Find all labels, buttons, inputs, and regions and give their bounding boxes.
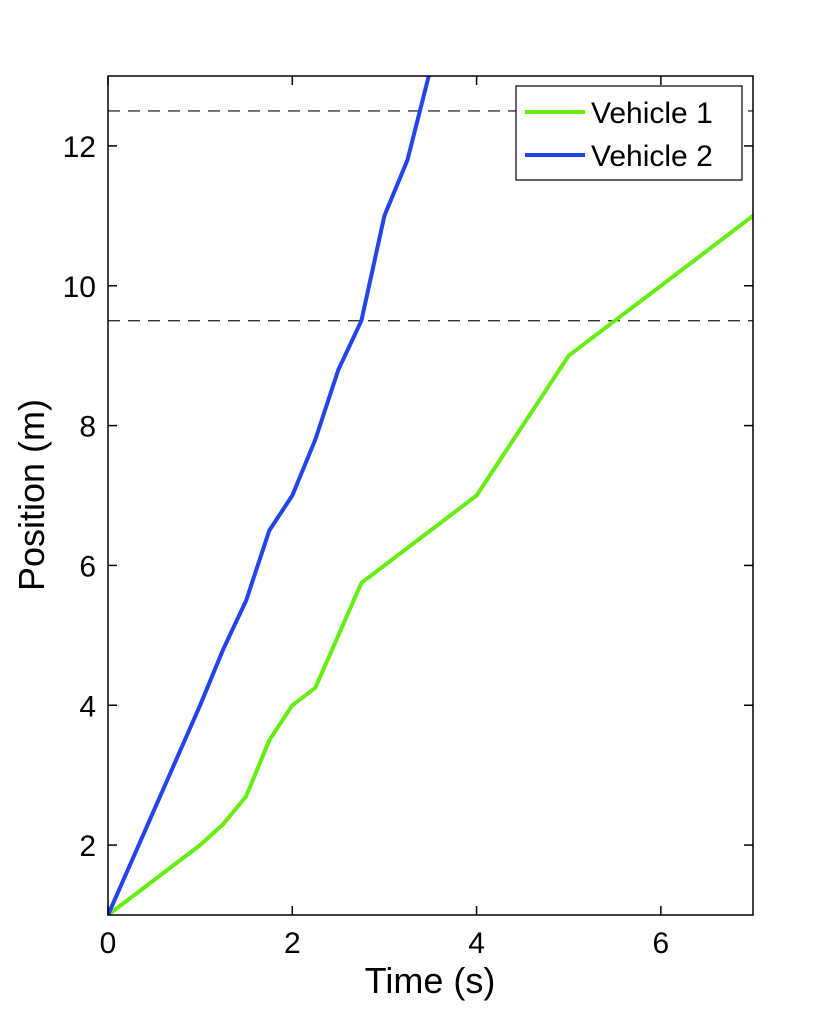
y-axis-label: Position (m) <box>11 399 52 591</box>
legend-box <box>515 85 743 181</box>
legend: Vehicle 1 Vehicle 2 <box>515 85 743 181</box>
series-line-vehicle-2 <box>108 76 431 915</box>
x-tick-label: 0 <box>100 927 117 960</box>
y-tick-label: 2 <box>79 830 96 863</box>
x-tick-label: 6 <box>653 927 670 960</box>
x-axis-label: Time (s) <box>365 960 496 1001</box>
y-tick-label: 6 <box>79 550 96 583</box>
x-tick-label: 2 <box>284 927 301 960</box>
y-tick-label: 8 <box>79 411 96 444</box>
plot-background <box>108 76 753 915</box>
legend-label-vehicle-1: Vehicle 1 <box>591 97 713 130</box>
series-line-vehicle-1 <box>108 213 753 915</box>
plot-frame <box>107 75 754 916</box>
y-tick-label: 10 <box>63 271 96 304</box>
legend-label-vehicle-2: Vehicle 2 <box>591 140 713 173</box>
x-tick-label: 4 <box>468 927 485 960</box>
y-tick-label: 12 <box>63 131 96 164</box>
y-tick-label: 4 <box>79 690 96 723</box>
